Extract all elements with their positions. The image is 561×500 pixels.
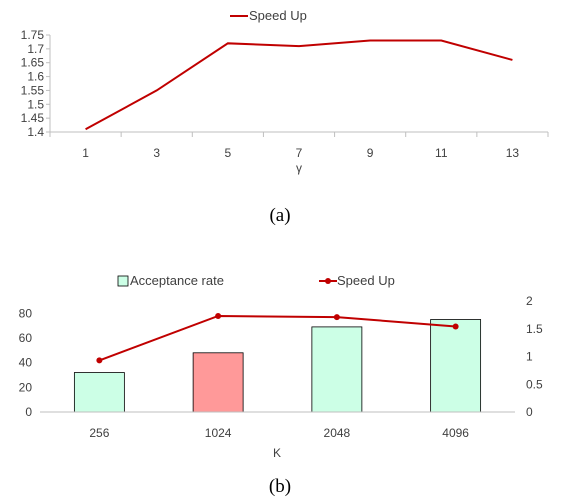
chart-b-speedup-point [333, 314, 340, 321]
chart-b-speedup-markers [96, 312, 459, 364]
chart-a-x-tick-label: 9 [367, 146, 374, 160]
chart-b-y-right-tick-label: 2 [526, 294, 533, 308]
chart-b-x-tick-label: 256 [89, 426, 109, 440]
chart-b-y-left-tick-label: 60 [19, 331, 33, 345]
chart-b-y-right-tick-label: 1.5 [526, 322, 543, 336]
chart-b-y-axis-left: 0 20 40 60 80 [19, 306, 33, 419]
chart-b-x-tick-label: 4096 [442, 426, 469, 440]
chart-a-y-tick-label: 1.65 [21, 56, 45, 70]
chart-a-y-tick-label: 1.4 [27, 125, 44, 139]
chart-a-y-tick-label: 1.7 [27, 42, 44, 56]
chart-a-x-tick-label: 13 [506, 146, 520, 160]
chart-a-x-tick-label: 3 [153, 146, 160, 160]
chart-a-legend: Speed Up [230, 8, 307, 23]
chart-b-bar [192, 352, 244, 413]
chart-b-y-right-tick-label: 0.5 [526, 377, 543, 391]
chart-b-speedup-point [215, 312, 222, 319]
caption-b: (b) [269, 476, 291, 497]
chart-a-speedup-line [85, 39, 513, 131]
chart-b-x-tick-label: 2048 [324, 426, 351, 440]
chart-b-x-tick-label: 1024 [205, 426, 232, 440]
chart-a-y-tick-label: 1.45 [21, 111, 45, 125]
chart-a-y-tick-label: 1.5 [27, 97, 44, 111]
chart-a-x-tick-label: 7 [296, 146, 303, 160]
chart-b-y-axis-right: 0 0.5 1 1.5 2 [526, 294, 543, 419]
caption-a: (a) [269, 205, 290, 226]
chart-b-y-left-tick-label: 20 [19, 380, 33, 394]
chart-a-y-tick-label: 1.75 [21, 28, 45, 42]
chart-b-legend-bar-swatch [117, 275, 129, 287]
chart-b-x-axis: 256 1024 2048 4096 [89, 426, 469, 440]
chart-a-x-tick-label: 5 [225, 146, 232, 160]
chart-b-y-right-tick-label: 0 [526, 405, 533, 419]
chart-b-legend-line-label: Speed Up [337, 273, 395, 288]
chart-b-y-left-tick-label: 40 [19, 356, 33, 370]
chart-b-bar [430, 319, 482, 413]
chart-a-legend-label: Speed Up [249, 8, 307, 23]
chart-a-x-axis: 1 3 5 7 9 11 13 [49, 132, 549, 160]
chart-b-y-right-tick-label: 1 [526, 350, 533, 364]
chart-b-legend-bar-label: Acceptance rate [130, 273, 224, 288]
chart-b-speedup-point [96, 357, 103, 364]
chart-a-y-tick-label: 1.55 [21, 83, 45, 97]
chart-b-legend-line-marker [325, 278, 331, 284]
chart-b-y-left-tick-label: 80 [19, 306, 33, 320]
chart-b-bar [311, 326, 363, 413]
chart-b-speedup-point [452, 323, 459, 330]
chart-b-legend: Acceptance rate Speed Up [117, 273, 395, 288]
chart-b-speedup-line [99, 314, 456, 362]
chart-b: Acceptance rate Speed Up 0 20 40 60 80 0 0.5 1… [19, 273, 543, 460]
chart-a-x-label: γ [296, 161, 302, 175]
chart-a-x-tick-label: 11 [435, 146, 448, 160]
chart-a-y-axis: 1.41.451.51.551.61.651.71.75 [21, 28, 51, 139]
chart-b-bar [73, 372, 125, 413]
chart-b-x-label: K [273, 446, 281, 460]
chart-a-x-tick-label: 1 [82, 146, 89, 160]
chart-b-bars [73, 319, 482, 413]
chart-a-y-tick-label: 1.6 [27, 70, 44, 84]
chart-b-y-left-tick-label: 0 [25, 405, 32, 419]
